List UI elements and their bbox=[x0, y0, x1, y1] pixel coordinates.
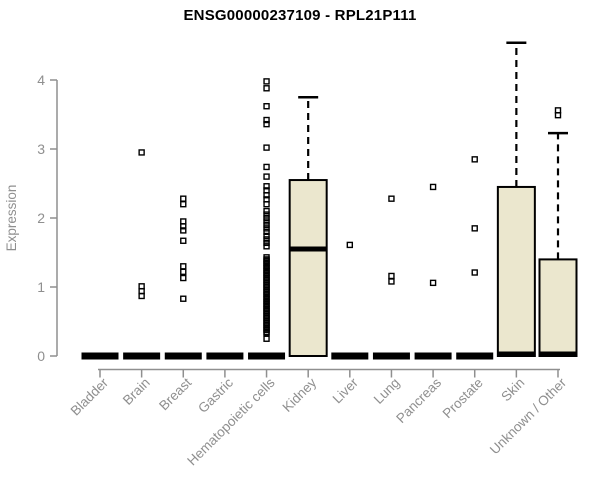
chart-title: ENSG00000237109 - RPL21P111 bbox=[183, 7, 417, 24]
box-body bbox=[288, 179, 328, 357]
outlier-point bbox=[263, 183, 270, 190]
outlier-point bbox=[263, 214, 270, 222]
y-tick-label: 0 bbox=[37, 348, 45, 364]
outlier-point bbox=[263, 192, 270, 199]
outlier-point bbox=[180, 227, 187, 234]
outlier-point bbox=[388, 278, 395, 285]
outlier-point bbox=[180, 237, 187, 244]
outlier-point bbox=[180, 223, 187, 230]
outlier-point bbox=[263, 218, 270, 225]
outlier-point bbox=[471, 156, 478, 163]
outlier-point bbox=[180, 274, 187, 282]
outlier-point bbox=[138, 292, 145, 300]
outlier-point bbox=[263, 236, 270, 243]
outlier-point bbox=[263, 116, 270, 124]
flat-box-zero bbox=[414, 352, 452, 360]
outlier-point bbox=[429, 183, 437, 191]
x-category-label: Gastric bbox=[195, 375, 236, 416]
outlier-point bbox=[263, 200, 270, 208]
x-category-label: Breast bbox=[156, 375, 194, 413]
outlier-point bbox=[388, 272, 395, 280]
outlier-point bbox=[429, 279, 437, 287]
outlier-point bbox=[263, 335, 270, 342]
x-category-label: Brain bbox=[120, 375, 153, 408]
x-category-label: Kidney bbox=[280, 375, 320, 415]
outlier-point bbox=[263, 221, 270, 229]
x-category-label: Skin bbox=[498, 375, 527, 404]
y-tick-label: 3 bbox=[37, 141, 45, 157]
outlier-point bbox=[263, 173, 270, 180]
flat-box-zero bbox=[248, 352, 286, 360]
flat-box-zero bbox=[456, 352, 494, 360]
outlier-point bbox=[263, 232, 270, 240]
outlier-point bbox=[346, 241, 354, 249]
y-tick-label: 2 bbox=[37, 210, 45, 226]
outlier-point bbox=[138, 149, 145, 156]
flat-box-zero bbox=[372, 352, 410, 360]
outlier-point bbox=[471, 269, 478, 276]
box-body bbox=[538, 258, 578, 357]
outlier-point bbox=[263, 207, 270, 215]
outlier-point bbox=[471, 225, 478, 232]
x-category-label: Unknown / Other bbox=[487, 375, 570, 458]
outlier-point bbox=[263, 85, 270, 92]
outlier-point bbox=[263, 103, 270, 110]
outlier-point bbox=[263, 120, 270, 128]
outlier-point bbox=[263, 225, 270, 232]
x-category-label: Liver bbox=[330, 375, 362, 407]
outlier-point bbox=[263, 243, 270, 250]
outlier-point bbox=[263, 211, 270, 218]
flat-box-zero bbox=[206, 352, 244, 360]
flat-box-zero bbox=[164, 352, 202, 360]
y-tick-label: 4 bbox=[37, 72, 45, 88]
x-category-label: Bladder bbox=[68, 375, 112, 419]
flat-box-zero bbox=[123, 352, 161, 360]
y-tick-label: 1 bbox=[37, 279, 45, 295]
x-category-label: Pancreas bbox=[393, 375, 444, 426]
outlier-point bbox=[554, 111, 562, 119]
flat-box-zero bbox=[331, 352, 369, 360]
outlier-point bbox=[180, 195, 187, 202]
outlier-point bbox=[263, 239, 270, 247]
outlier-point bbox=[263, 78, 270, 85]
outlier-point bbox=[388, 195, 395, 202]
flat-box-zero bbox=[81, 352, 119, 360]
outlier-point bbox=[180, 268, 187, 276]
outlier-point bbox=[263, 228, 270, 236]
outlier-point bbox=[263, 163, 270, 171]
outlier-point bbox=[180, 295, 187, 302]
outlier-point bbox=[180, 263, 187, 270]
outlier-point bbox=[180, 200, 187, 208]
x-category-label: Prostate bbox=[440, 375, 486, 421]
outlier-point bbox=[263, 144, 270, 151]
box-body bbox=[496, 185, 536, 357]
x-category-label: Lung bbox=[371, 375, 403, 407]
